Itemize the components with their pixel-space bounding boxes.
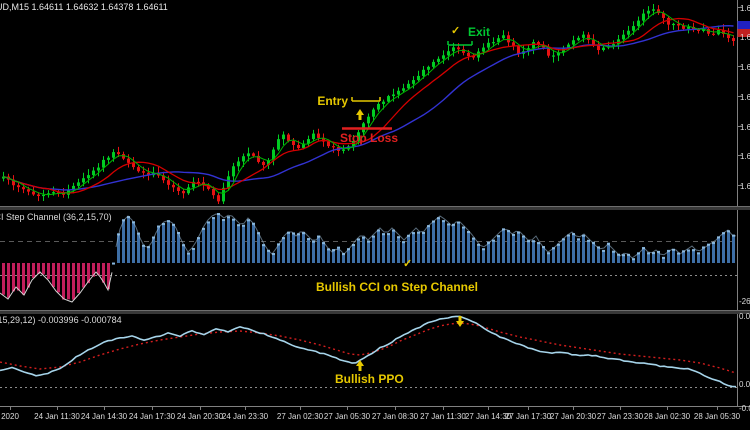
panel-separator-main-cci[interactable] (0, 206, 750, 210)
time-axis-label: 27 Jan 14:30 (464, 412, 512, 421)
cci-indicator-label: CCI Step Channel (36,2,15,70) (0, 212, 112, 222)
ppo-indicator-label: PPO (15,29,12) -0.003996 -0.000784 (0, 315, 122, 325)
exit-annotation: Exit (468, 25, 491, 39)
time-axis-label: 27 Jan 02:30 (276, 412, 324, 421)
time-axis-label: 27 Jan 08:30 (371, 412, 419, 421)
ppo-signal-line (0, 322, 737, 374)
price-axis-label: 1.6 (740, 33, 750, 42)
ask-price-tag (737, 21, 750, 29)
ma-slow-line (3, 24, 734, 191)
price-axis-label: 1.6 (740, 93, 750, 102)
time-axis-label: 24 Jan 23:30 (221, 412, 269, 421)
indicator-scale-label: -265 (739, 297, 750, 306)
time-axis-label: 24 Jan 17:30 (128, 412, 176, 421)
price-axis-label: 1.6 (740, 4, 750, 13)
time-axis-label: 28 Jan 02:30 (643, 412, 691, 421)
bid-price-tag (737, 29, 750, 37)
time-axis-label: 27 Jan 11:30 (420, 412, 466, 421)
exit-check-icon: ✓ (451, 25, 461, 37)
time-axis-label: 24 Jan 14:30 (80, 412, 128, 421)
indicator-scale-label: 0.00 (739, 312, 750, 321)
indicator-levels (0, 241, 737, 388)
time-axis-label: 27 Jan 05:30 (323, 412, 371, 421)
bullish-cci-annotation: Bullish CCI on Step Channel (315, 280, 478, 294)
stop-loss-annotation: Stop Loss (340, 131, 399, 145)
ppo-main-line (0, 315, 737, 388)
up-arrow-icon (356, 109, 364, 120)
indicator-scale-label: 0.00 (739, 380, 750, 389)
time-axis-label: 2020 (1, 412, 19, 421)
time-axis-label: 24 Jan 20:30 (176, 412, 224, 421)
up-arrow-icon (356, 360, 364, 371)
time-axis-label: 24 Jan 11:30 (34, 412, 80, 421)
trade-annotations (342, 41, 473, 371)
price-axis-label: 1.6 (740, 63, 750, 72)
ma-mid-line (3, 17, 734, 194)
cci-envelope-positive (115, 213, 737, 259)
entry-annotation: Entry (317, 94, 348, 108)
price-axis-label: 1.6 (740, 123, 750, 132)
time-axis-label: 28 Jan 05:30 (693, 412, 741, 421)
time-axis-label: 27 Jan 17:30 (504, 412, 552, 421)
bullish-ppo-annotation: Bullish PPO (335, 372, 404, 386)
candles-layer (2, 4, 735, 204)
cci-check-icon: ✓ (403, 258, 413, 270)
cci-envelope-negative (0, 271, 113, 303)
indicator-scale-label: -0.0 (739, 404, 750, 413)
time-axis-label: 27 Jan 23:30 (596, 412, 644, 421)
panel-separator-cci-ppo[interactable] (0, 310, 750, 314)
price-axis-label: 1.6 (740, 182, 750, 191)
time-axis-label: 27 Jan 20:30 (549, 412, 597, 421)
price-axis-label: 1.6 (740, 152, 750, 161)
symbol-ohlc-label: UD,M15 1.64611 1.64632 1.64378 1.64611 (0, 2, 168, 12)
down-arrow-icon (456, 316, 464, 327)
axes-layer (0, 0, 750, 410)
